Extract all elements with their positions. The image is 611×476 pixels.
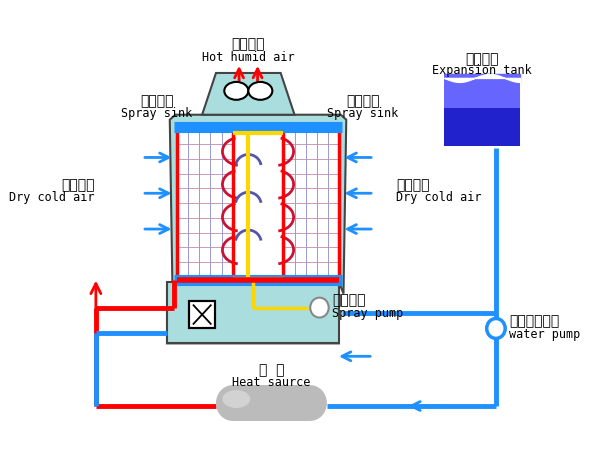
- Bar: [177, 130, 233, 277]
- Bar: [177, 130, 233, 277]
- Circle shape: [487, 319, 505, 339]
- Ellipse shape: [224, 83, 248, 100]
- Text: Spray sink: Spray sink: [327, 107, 398, 120]
- Text: Dry cold air: Dry cold air: [9, 190, 95, 203]
- Text: 干冷空气: 干冷空气: [62, 178, 95, 192]
- Text: 喷渋水槽: 喷渋水槽: [140, 94, 174, 108]
- Text: 喷渋水泵: 喷渋水泵: [332, 293, 366, 307]
- Text: 系统循环水泵: 系统循环水泵: [509, 314, 559, 328]
- Ellipse shape: [222, 390, 250, 408]
- Bar: [189, 301, 215, 329]
- Polygon shape: [202, 74, 295, 116]
- Ellipse shape: [248, 83, 273, 100]
- Text: 喷渋水槽: 喷渋水槽: [346, 94, 379, 108]
- Ellipse shape: [216, 386, 249, 421]
- Text: Hot humid air: Hot humid air: [202, 50, 295, 63]
- Text: Dry cold air: Dry cold air: [396, 190, 481, 203]
- Bar: [233, 130, 284, 277]
- Bar: [284, 130, 339, 277]
- Text: Expansion tank: Expansion tank: [432, 64, 532, 77]
- Bar: [444, 79, 520, 146]
- Bar: [189, 301, 215, 329]
- Ellipse shape: [294, 386, 327, 421]
- Circle shape: [310, 298, 329, 318]
- Text: water pump: water pump: [509, 327, 580, 340]
- Bar: [284, 130, 339, 277]
- Bar: [167, 282, 339, 344]
- Text: 干冷空气: 干冷空气: [396, 178, 430, 192]
- Text: 膨胀水筱: 膨胀水筱: [466, 52, 499, 66]
- Text: 热湿空气: 热湿空气: [232, 37, 265, 51]
- Bar: [233, 386, 310, 421]
- Text: Spray sink: Spray sink: [121, 107, 192, 120]
- Text: Spray pump: Spray pump: [332, 307, 404, 319]
- Text: Heat saurce: Heat saurce: [232, 375, 310, 388]
- Bar: [444, 79, 520, 109]
- Polygon shape: [167, 116, 346, 344]
- Text: 热  源: 热 源: [258, 362, 284, 377]
